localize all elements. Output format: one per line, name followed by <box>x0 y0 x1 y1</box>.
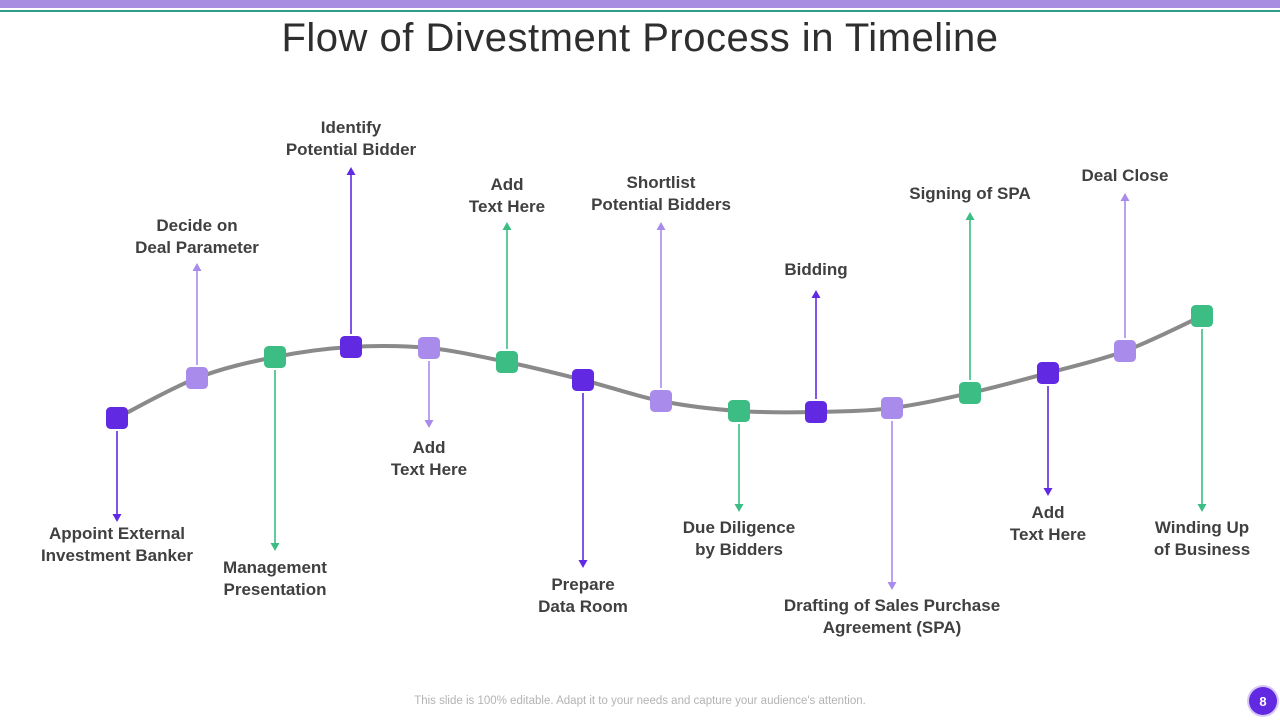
milestone-arrowhead-icon <box>1043 488 1053 496</box>
milestone-marker <box>650 390 672 412</box>
milestone-arrowhead-icon <box>1120 193 1130 201</box>
milestone-marker <box>881 397 903 419</box>
milestone-arrowhead-icon <box>192 263 202 271</box>
milestone-arrowhead-icon <box>578 560 588 568</box>
milestone-arrowhead-icon <box>734 504 744 512</box>
milestone-marker <box>496 351 518 373</box>
milestone-marker <box>264 346 286 368</box>
slide-title: Flow of Divestment Process in Timeline <box>281 16 999 60</box>
milestone-marker <box>418 337 440 359</box>
milestone-arrowhead-icon <box>112 514 122 522</box>
milestone-marker <box>1114 340 1136 362</box>
top-accent-line <box>0 10 1280 12</box>
milestone-marker <box>340 336 362 358</box>
top-accent-bar <box>0 0 1280 8</box>
milestone-marker <box>106 407 128 429</box>
milestone-arrowhead-icon <box>270 543 280 551</box>
milestone-marker <box>959 382 981 404</box>
milestone-arrowhead-icon <box>424 420 434 428</box>
milestone-marker <box>1037 362 1059 384</box>
milestone-arrowhead-icon <box>656 222 666 230</box>
milestone-marker <box>728 400 750 422</box>
page-number-badge: 8 <box>1249 687 1277 715</box>
milestone-marker <box>805 401 827 423</box>
milestone-arrowhead-icon <box>502 222 512 230</box>
milestone-arrowhead-icon <box>346 167 356 175</box>
milestone-marker <box>186 367 208 389</box>
milestone-arrowhead-icon <box>811 290 821 298</box>
milestone-marker <box>572 369 594 391</box>
milestone-arrowhead-icon <box>887 582 897 590</box>
milestone-arrowhead-icon <box>1197 504 1207 512</box>
milestone-marker <box>1191 305 1213 327</box>
footer-note: This slide is 100% editable. Adapt it to… <box>414 695 866 707</box>
milestone-arrowhead-icon <box>965 212 975 220</box>
